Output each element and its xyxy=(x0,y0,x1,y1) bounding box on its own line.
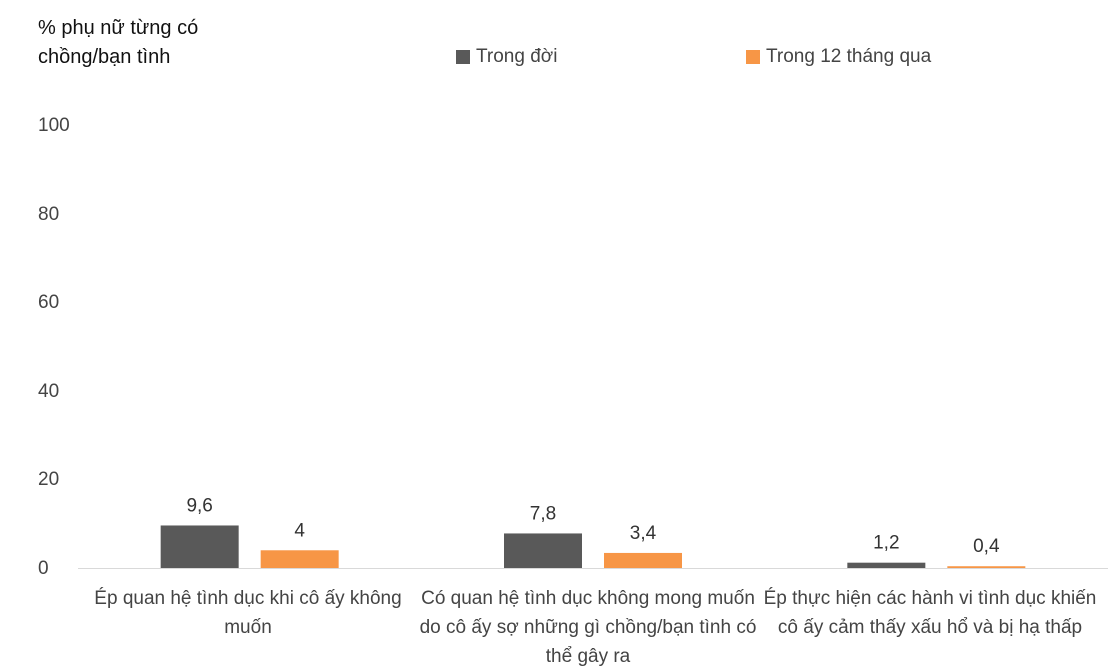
y-tick-20: 20 xyxy=(38,469,60,490)
legend-label-past-12-months: Trong 12 tháng qua xyxy=(766,46,932,67)
bar-series-2-category-1 xyxy=(260,550,339,568)
bar-series-1-category-3 xyxy=(847,562,926,568)
x-label-category-1: Ép quan hệ tình dục khi cô ấy không muốn xyxy=(94,588,402,638)
data-label-series-1-category-2: 7,8 xyxy=(530,503,556,524)
y-tick-100: 100 xyxy=(38,115,70,136)
bar-series-2-category-3 xyxy=(947,566,1026,568)
data-label-series-2-category-1: 4 xyxy=(294,520,305,541)
data-label-series-2-category-2: 3,4 xyxy=(630,523,657,544)
bar-series-1-category-1 xyxy=(160,525,239,568)
data-label-series-1-category-1: 9,6 xyxy=(186,495,212,516)
legend-label-lifetime: Trong đời xyxy=(476,46,558,67)
y-tick-40: 40 xyxy=(38,381,60,402)
y-tick-60: 60 xyxy=(38,292,60,313)
legend-item-past-12-months: Trong 12 tháng qua xyxy=(746,44,931,70)
legend-swatch-past-12-months xyxy=(746,50,760,64)
x-label-category-2: Có quan hệ tình dục không mong muốn do c… xyxy=(419,588,757,667)
x-label-category-3: Ép thực hiện các hành vi tình dục khiến … xyxy=(763,588,1097,638)
y-tick-0: 0 xyxy=(38,558,49,579)
y-axis-title: % phụ nữ từng có chồng/bạn tình xyxy=(38,17,199,68)
legend-swatch-lifetime xyxy=(456,50,470,64)
data-label-series-2-category-3: 0,4 xyxy=(973,536,1000,557)
bar-series-2-category-2 xyxy=(604,552,682,568)
bar-series-1-category-2 xyxy=(504,533,582,568)
y-tick-80: 80 xyxy=(38,204,60,225)
data-label-series-1-category-3: 1,2 xyxy=(873,533,899,554)
legend-item-lifetime: Trong đời xyxy=(456,44,557,70)
